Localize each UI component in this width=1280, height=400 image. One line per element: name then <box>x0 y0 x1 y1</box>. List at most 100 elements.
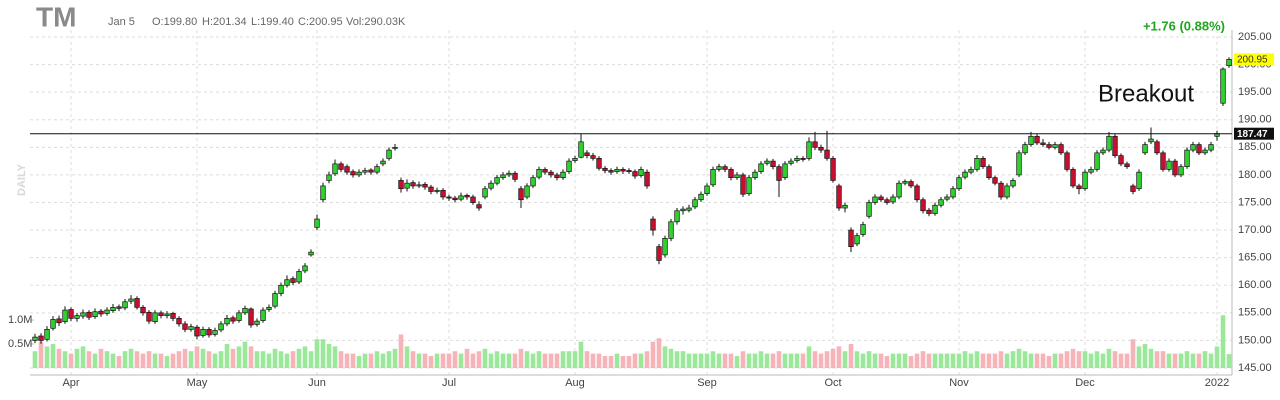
volume-bar <box>152 353 158 368</box>
candle-body <box>38 335 44 341</box>
candle-body <box>1166 160 1172 170</box>
volume-bar <box>242 341 248 368</box>
candle-body <box>1202 149 1208 154</box>
candle-body <box>926 209 932 214</box>
candle-body <box>1148 138 1154 143</box>
volume-bar <box>578 341 584 368</box>
candle-body <box>1088 169 1094 173</box>
volume-bar <box>446 353 452 368</box>
candle-body <box>590 155 596 159</box>
change-text: +1.76 (0.88%) <box>1143 18 1225 33</box>
volume-bar <box>926 353 932 368</box>
volume-bar <box>350 353 356 368</box>
volume-bar <box>1046 356 1052 368</box>
volume-bar <box>980 353 986 368</box>
volume-bar <box>686 353 692 368</box>
candle-body <box>1130 185 1136 192</box>
volume-bar <box>566 351 572 368</box>
volume-bar <box>122 351 128 368</box>
candle-body <box>224 318 230 325</box>
candle-body <box>776 166 782 181</box>
high-text: H:201.34 <box>202 16 247 28</box>
candle-body <box>32 336 38 341</box>
volume-bar <box>632 353 638 368</box>
candle-body <box>1022 144 1028 154</box>
candle-body <box>620 169 626 172</box>
candle-body <box>512 172 518 180</box>
volume-bar <box>164 356 170 368</box>
volume-bar <box>74 348 80 368</box>
candle-body <box>278 284 284 294</box>
candle-body <box>818 146 824 151</box>
candle-body <box>602 167 608 171</box>
volume-bar <box>944 353 950 368</box>
volume-bar <box>308 351 314 368</box>
candle-body <box>662 238 668 256</box>
candle-body <box>212 330 218 335</box>
candle-body <box>1118 155 1124 165</box>
y2-tick-label: 0.5M <box>8 338 32 350</box>
volume-bar <box>206 351 212 368</box>
candle-body <box>320 185 326 201</box>
volume-bar <box>236 346 242 368</box>
candle-body <box>1136 171 1142 190</box>
candle-body <box>854 235 860 245</box>
candle-body <box>596 158 602 169</box>
candle-body <box>560 171 566 179</box>
candle-body <box>1100 149 1106 154</box>
volume-bar <box>452 351 458 368</box>
volume-bar <box>404 346 410 368</box>
volume-bar <box>1214 346 1220 368</box>
candle-body <box>488 182 494 189</box>
candle-body <box>878 196 884 201</box>
candle-body <box>470 196 476 203</box>
candle-body <box>740 174 746 195</box>
candle-body <box>302 265 308 272</box>
volume-bar <box>530 353 536 368</box>
candle-body <box>698 193 704 201</box>
x-tick-label: Oct <box>824 377 841 389</box>
volume-bar <box>788 353 794 368</box>
candle-body <box>722 166 728 170</box>
candle-body <box>158 312 164 316</box>
volume-bar <box>722 353 728 368</box>
volume-bar <box>698 353 704 368</box>
volume-bar <box>380 353 386 368</box>
candle-body <box>956 177 962 190</box>
volume-bar <box>272 348 278 368</box>
volume-bar <box>158 353 164 368</box>
volume-bar <box>476 351 482 368</box>
candle-body <box>518 188 524 201</box>
volume-bar <box>674 351 680 368</box>
candle-body <box>692 199 698 208</box>
volume-bar <box>188 351 194 368</box>
volume-bar <box>1196 353 1202 368</box>
candle-body <box>416 184 422 187</box>
candle-body <box>242 308 248 314</box>
candle-body <box>884 199 890 203</box>
volume-bar <box>212 353 218 368</box>
volume-bar <box>884 356 890 368</box>
low-text: L:199.40 <box>251 16 294 28</box>
volume-bar <box>1130 339 1136 368</box>
candle-body <box>506 172 512 176</box>
candle-body <box>1094 152 1100 170</box>
candle-body <box>638 169 644 176</box>
candle-body <box>1070 169 1076 187</box>
volume-bar <box>86 351 92 368</box>
volume-bar <box>890 353 896 368</box>
volume-bar <box>494 351 500 368</box>
candle-body <box>344 166 350 173</box>
candle-body <box>50 319 56 329</box>
candle-body <box>86 311 92 318</box>
candle-body <box>680 208 686 212</box>
volume-bar <box>434 353 440 368</box>
candle-body <box>890 196 896 203</box>
volume-text: Vol:290.03K <box>346 16 406 28</box>
candle-body <box>464 194 470 198</box>
volume-bar <box>812 351 818 368</box>
volume-bar <box>602 356 608 368</box>
volume-bar <box>584 351 590 368</box>
volume-bar <box>230 348 236 368</box>
